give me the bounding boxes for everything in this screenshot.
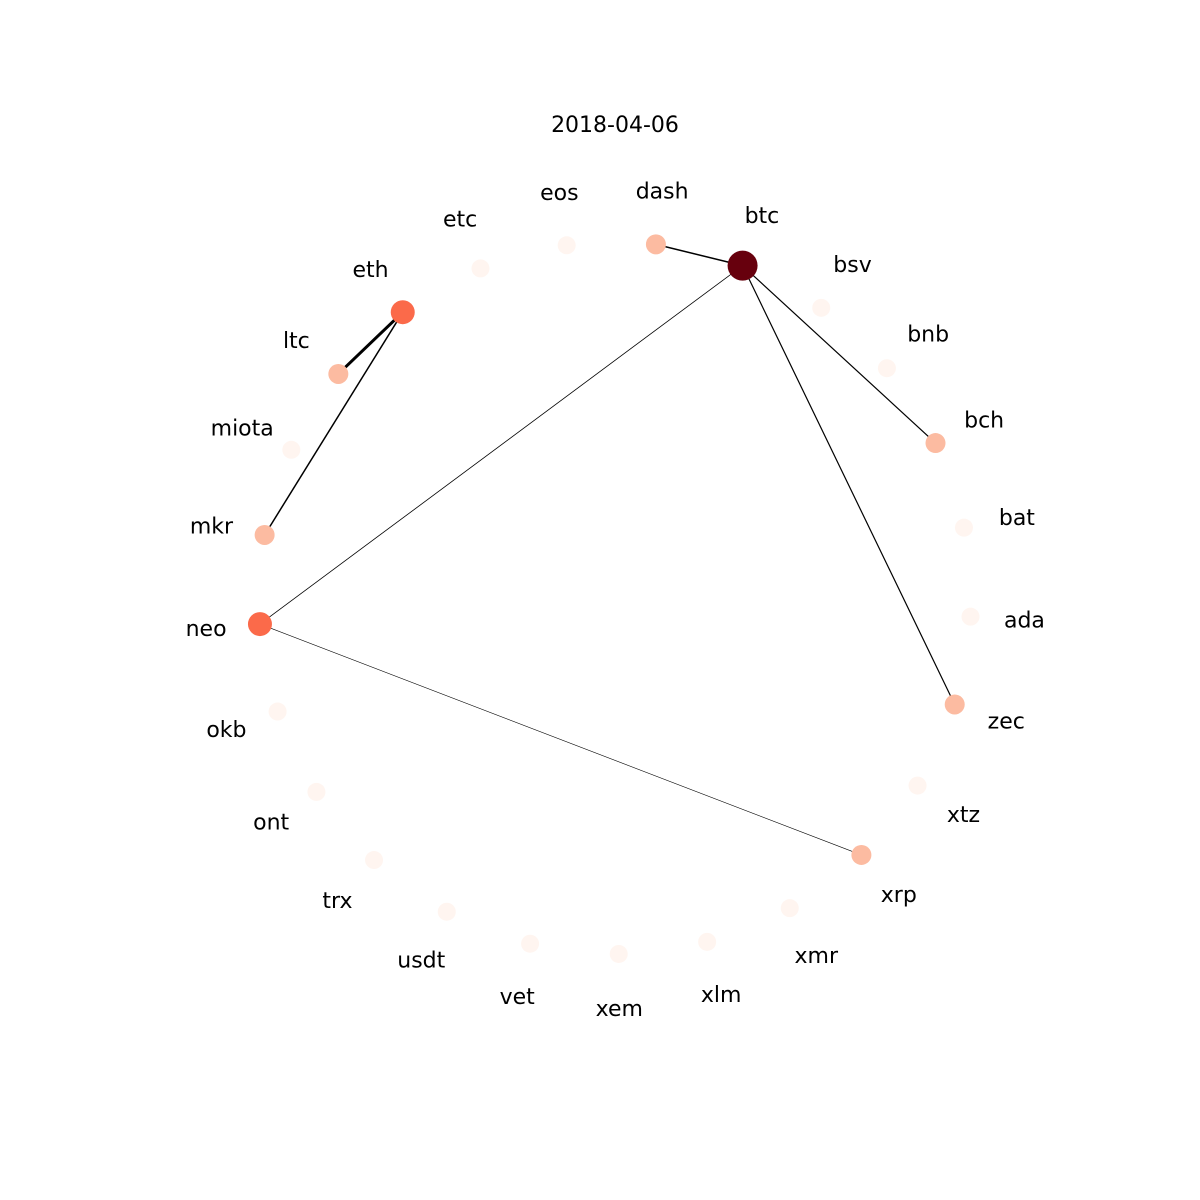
node-mkr [254,524,275,545]
node-xrp [851,844,872,865]
node-label-xlm: xlm [701,983,742,1008]
labels-layer: btc bsv bnb bch bat ada zec xtz xrp xmr xlm xem vet u… [186,180,1045,1022]
node-label-mkr: mkr [190,514,234,539]
node-label-bnb: bnb [907,322,949,347]
node-label-ada: ada [1004,608,1045,633]
node-dash [645,234,666,255]
node-zec [944,694,965,715]
node-ada [961,607,980,626]
node-xlm [698,932,717,951]
node-label-xem: xem [596,997,643,1022]
node-label-xmr: xmr [795,944,839,969]
node-label-okb: okb [206,718,246,743]
edge-neo-xrp [259,623,862,856]
node-bat [954,518,973,537]
node-eos [557,236,576,255]
node-label-xtz: xtz [947,803,980,828]
node-okb [268,702,287,721]
node-label-bsv: bsv [833,253,871,278]
node-label-bat: bat [999,506,1035,531]
edge-eth-ltc [337,311,404,376]
node-btc [727,250,758,281]
node-eth [390,300,415,325]
node-xtz [908,776,927,795]
node-bsv [812,298,831,317]
edge-eth-mkr [263,311,404,536]
edges-layer [259,243,956,856]
node-ltc [328,363,349,384]
node-label-miota: miota [211,416,274,441]
node-label-eos: eos [540,181,578,206]
diagram-title: 2018-04-06 [551,113,679,138]
edge-btc-neo [259,265,743,625]
node-label-zec: zec [988,710,1025,735]
node-neo [247,612,272,637]
node-label-btc: btc [745,204,780,229]
node-label-eth: eth [352,258,388,283]
node-label-xrp: xrp [881,883,917,908]
node-label-dash: dash [636,180,689,205]
node-label-etc: etc [443,207,477,232]
node-usdt [437,902,456,921]
edge-btc-zec [742,265,956,705]
node-miota [282,440,301,459]
node-label-neo: neo [186,617,227,642]
node-label-bch: bch [964,409,1004,434]
edge-btc-bch [742,265,936,444]
node-xmr [780,899,799,918]
node-label-usdt: usdt [397,948,445,973]
node-etc [471,259,490,278]
node-xem [609,944,628,963]
node-vet [521,934,540,953]
node-bnb [877,359,896,378]
node-label-ltc: ltc [283,329,310,354]
node-label-trx: trx [322,889,352,914]
nodes-layer [247,234,980,963]
node-label-ont: ont [253,810,289,835]
node-ont [307,782,326,801]
node-trx [365,851,384,870]
node-bch [925,433,946,454]
node-label-vet: vet [500,985,536,1010]
